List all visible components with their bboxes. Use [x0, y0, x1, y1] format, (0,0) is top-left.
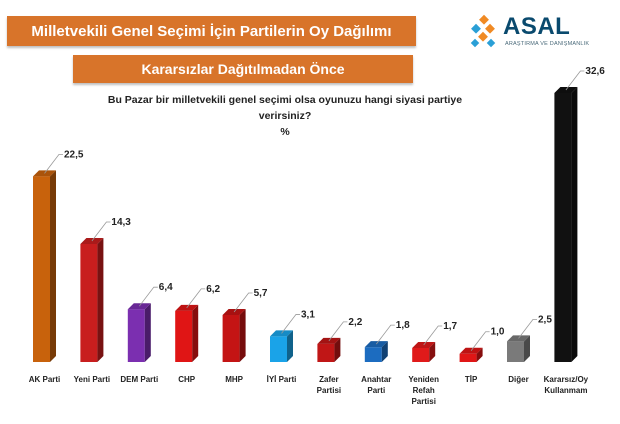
category-label: TİP — [465, 375, 478, 384]
bar-side — [239, 308, 246, 362]
bar-11 — [507, 335, 530, 362]
value-leader-line — [470, 331, 490, 351]
page-title: Milletvekili Genel Seçimi İçin Partileri… — [31, 22, 392, 40]
bar-front — [554, 93, 572, 362]
category-label: Zafer — [319, 375, 339, 384]
bar-front — [270, 336, 287, 362]
asal-logo-icon — [470, 14, 496, 48]
chart-question: Bu Pazar bir milletvekili genel seçimi o… — [90, 92, 480, 140]
category-label: DEM Parti — [120, 375, 158, 384]
value-label: 2,5 — [538, 314, 552, 325]
page-subtitle: Kararsızlar Dağıtılmadan Önce — [141, 61, 345, 77]
category-label: Yeniden — [408, 375, 439, 384]
bar-side — [381, 341, 388, 362]
bar-side — [287, 330, 293, 362]
value-label: 6,2 — [206, 284, 220, 295]
value-label: 6,4 — [159, 282, 173, 293]
chart-unit: % — [280, 126, 290, 138]
bar-side — [429, 341, 436, 362]
bar-4 — [175, 304, 199, 362]
bar-8 — [364, 341, 388, 362]
bar-front — [175, 310, 193, 362]
value-leader-line — [328, 321, 348, 342]
bar-front — [222, 314, 240, 362]
category-label: Parti — [367, 386, 385, 395]
bar-front — [317, 343, 335, 362]
value-leader-line — [91, 221, 111, 242]
logo-name: ASAL — [503, 13, 571, 40]
bar-10 — [459, 347, 483, 362]
title-banner: Milletvekili Genel Seçimi İçin Partileri… — [7, 16, 416, 46]
value-label: 3,1 — [301, 309, 315, 320]
category-label: AK Parti — [29, 375, 61, 384]
category-label: Anahtar — [361, 375, 391, 384]
logo-tagline: ARAŞTIRMA VE DANIŞMANLIK — [505, 41, 590, 47]
bar-side — [192, 304, 199, 362]
value-leader-line — [233, 292, 253, 313]
bar-side — [524, 335, 530, 362]
category-label: Diğer — [508, 375, 528, 384]
bar-side — [50, 170, 56, 362]
value-label: 1,8 — [396, 320, 410, 331]
value-leader-line — [423, 325, 443, 346]
bar-side — [571, 87, 578, 362]
value-leader-line — [138, 286, 158, 307]
value-leader-line — [375, 324, 395, 345]
bar-front — [507, 341, 524, 362]
bar-front — [364, 347, 382, 362]
category-label: MHP — [225, 375, 243, 384]
value-leader-line — [44, 153, 63, 174]
category-label: Kullanmam — [544, 386, 587, 395]
bar-side — [144, 303, 151, 362]
bar-12 — [554, 87, 578, 362]
value-label: 22,5 — [64, 149, 84, 160]
value-leader-line — [565, 70, 585, 91]
value-label: 1,0 — [491, 327, 505, 338]
value-leader-line — [186, 288, 206, 309]
value-leader-line — [281, 314, 300, 334]
bar-side — [334, 337, 341, 362]
category-label: İYİ Parti — [267, 375, 297, 384]
bar-side — [97, 238, 104, 362]
category-label: Partisi — [411, 397, 435, 406]
value-label: 14,3 — [111, 217, 131, 228]
chart-title: Bu Pazar bir milletvekili genel seçimi o… — [107, 94, 463, 122]
value-label: 1,7 — [443, 321, 457, 332]
bar-front — [80, 244, 98, 362]
bar-2 — [80, 238, 104, 362]
bar-front — [412, 347, 430, 362]
value-label: 32,6 — [585, 66, 605, 77]
bar-front — [33, 176, 50, 362]
value-label: 5,7 — [254, 288, 268, 299]
category-label: Yeni Parti — [74, 375, 110, 384]
bar-7 — [317, 337, 341, 362]
bar-3 — [127, 303, 151, 362]
category-label: Refah — [413, 386, 435, 395]
bar-1 — [33, 170, 56, 362]
bar-front — [459, 353, 477, 362]
bar-9 — [412, 341, 436, 362]
bar-6 — [270, 330, 293, 362]
bar-5 — [222, 308, 246, 362]
bar-side — [476, 347, 483, 362]
subtitle-banner: Kararsızlar Dağıtılmadan Önce — [73, 55, 413, 83]
category-label: Kararsız/Oy — [544, 375, 589, 384]
bar-front — [127, 309, 145, 362]
category-label: CHP — [178, 375, 196, 384]
category-label: Partisi — [317, 386, 341, 395]
value-leader-line — [518, 318, 537, 339]
value-label: 2,2 — [348, 317, 362, 328]
